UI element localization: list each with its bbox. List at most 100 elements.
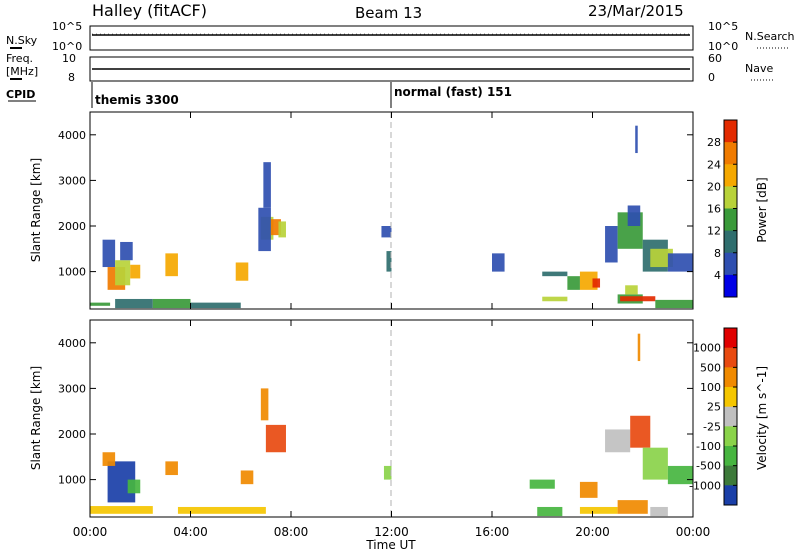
power-ytick-label: 4000 [58, 129, 86, 142]
power-patch [102, 239, 116, 268]
velocity-colorbar-tick-label: -25 [703, 420, 721, 433]
velocity-colorbar-segment [724, 446, 737, 467]
velocity-ytick-label: 1000 [58, 474, 86, 487]
velocity-panel: 1000 2000 3000 4000 Slant Range [km] [29, 319, 694, 518]
power-colorbar-tick-label: 12 [707, 225, 721, 238]
time-tick-label: 00:00 [676, 525, 711, 539]
velocity-colorbar-label: Velocity [m s^-1] [755, 366, 769, 470]
velocity-colorbar-tick-label: 1000 [693, 342, 721, 355]
power-patch [381, 226, 392, 238]
velocity-ytick-label: 2000 [58, 428, 86, 441]
power-colorbar-segment [724, 164, 737, 187]
velocity-ytick-label: 3000 [58, 382, 86, 395]
power-patch [120, 241, 133, 261]
velocity-colorbar-tick-label: -500 [696, 460, 721, 473]
date-title: 23/Mar/2015 [588, 2, 684, 20]
velocity-patch [537, 506, 563, 517]
power-patch [592, 278, 601, 288]
velocity-patch [260, 388, 269, 421]
velocity-colorbar-segment [724, 426, 737, 447]
nsearch-tick-low: 10^0 [708, 40, 738, 53]
velocity-colorbar-tick-label: 100 [700, 381, 721, 394]
time-axis-label: Time UT [365, 538, 416, 552]
nave-label: Nave [745, 62, 773, 75]
power-patch [605, 226, 618, 263]
freq-label: Freq. [6, 52, 33, 65]
power-patch [270, 219, 281, 236]
time-tick-label: 12:00 [374, 525, 409, 539]
power-patch [542, 271, 568, 277]
power-patch [386, 251, 392, 272]
station-title: Halley (fitACF) [92, 1, 207, 20]
freq-tick-low: 8 [68, 71, 75, 84]
nave-tick-low: 0 [708, 71, 715, 84]
power-patch [625, 285, 638, 295]
power-patch [655, 299, 693, 309]
freq-unit-label: [MHz] [6, 65, 38, 78]
power-patch [278, 221, 286, 238]
power-colorbar-tick-label: 28 [707, 136, 721, 149]
cpid-row: CPID themis 3300 normal (fast) 151 [6, 82, 512, 108]
power-patch [263, 162, 271, 208]
velocity-colorbar-tick-label: -100 [696, 440, 721, 453]
power-colorbar-segment [724, 208, 737, 232]
power-colorbar-tick-label: 16 [707, 203, 721, 216]
power-colorbar-segment [724, 120, 737, 143]
beam-title: Beam 13 [355, 4, 422, 22]
velocity-colorbar-segment [724, 328, 737, 349]
velocity-colorbar-frame [723, 327, 738, 506]
power-ylabel: Slant Range [km] [29, 158, 43, 262]
velocity-patch [667, 465, 693, 485]
power-patch [115, 298, 153, 309]
nsky-tick-low: 10^0 [52, 40, 82, 53]
power-patch [130, 264, 141, 279]
velocity-patch [127, 479, 141, 494]
velocity-colorbar-segment [724, 406, 737, 427]
power-colorbar-segment [724, 274, 737, 298]
velocity-patch [617, 500, 648, 514]
velocity-colorbar-tick-label: 500 [700, 361, 721, 374]
power-colorbar-tick-label: 20 [707, 180, 721, 193]
time-tick-label: 16:00 [475, 525, 510, 539]
velocity-patch [102, 452, 116, 466]
power-patch [165, 253, 178, 277]
power-colorbar-tick-label: 24 [707, 158, 721, 171]
freq-panel: Freq. [MHz] 10 8 60 0 Nave [6, 52, 775, 84]
velocity-ytick-label: 4000 [58, 337, 86, 350]
velocity-patch [90, 506, 153, 514]
power-colorbar-label: Power [dB] [755, 177, 769, 242]
velocity-patch [637, 333, 641, 362]
power-ytick-label: 2000 [58, 220, 86, 233]
velocity-patch [165, 461, 178, 476]
power-patch [190, 302, 241, 309]
velocity-colorbar-tick-label: 25 [707, 401, 721, 414]
power-ytick-label: 1000 [58, 266, 86, 279]
velocity-colorbar: 1000 500 100 25 -25 -100 -500 -1000 [689, 327, 738, 506]
cpid-mode-1: themis 3300 [95, 93, 179, 107]
nsky-label: N.Sky [6, 34, 38, 47]
velocity-patch [579, 506, 618, 514]
power-patch [620, 296, 656, 302]
nsearch-tick-high: 10^5 [708, 20, 738, 33]
power-patch [627, 205, 641, 227]
power-patch [542, 296, 568, 302]
time-tick-label: 20:00 [575, 525, 610, 539]
velocity-colorbar-segment [724, 465, 737, 486]
time-tick-label: 00:00 [73, 525, 108, 539]
velocity-patch [177, 506, 266, 514]
time-tick-label: 08:00 [274, 525, 309, 539]
freq-tick-high: 10 [62, 52, 76, 65]
velocity-patch [630, 415, 651, 448]
time-axis: 00:00 04:00 08:00 12:00 16:00 20:00 00:00 [73, 525, 711, 539]
power-ytick-label: 3000 [58, 174, 86, 187]
power-colorbar-tick-label: 4 [714, 269, 721, 282]
velocity-patch [605, 429, 631, 453]
cpid-mode-2: normal (fast) 151 [394, 85, 512, 99]
nsky-tick-high: 10^5 [52, 20, 82, 33]
velocity-patch [579, 481, 598, 498]
nave-tick-high: 60 [708, 52, 722, 65]
velocity-patch [383, 465, 392, 480]
velocity-colorbar-tick-label: -1000 [689, 479, 721, 492]
power-colorbar-segment [724, 186, 737, 209]
